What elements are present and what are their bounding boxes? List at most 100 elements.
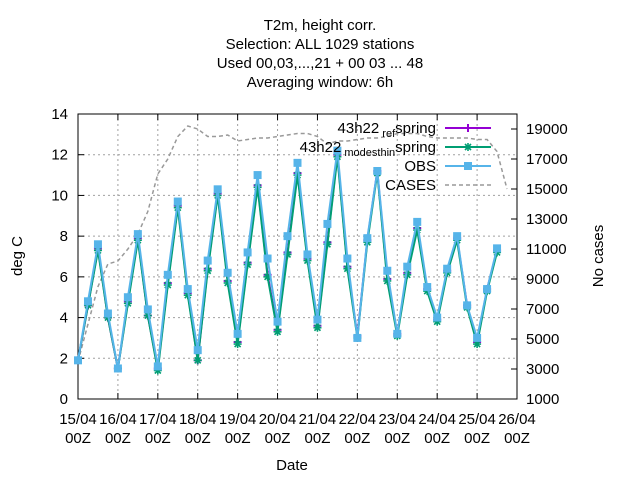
x-tick-label-date: 17/04 [139, 411, 177, 428]
y-tick-label: 0 [60, 391, 68, 408]
y2-axis-label: No cases [590, 225, 607, 288]
data-point-obs [83, 297, 92, 306]
data-point-obs [353, 333, 362, 342]
data-point-obs [233, 329, 242, 338]
legend-marker-obs [464, 162, 472, 170]
y-tick-label: 8 [60, 228, 68, 245]
y2-tick-label: 1000 [526, 391, 559, 408]
title-line-3: Used 00,03,...,21 + 00 03 ... 48 [217, 55, 423, 72]
series-obs [74, 146, 502, 373]
x-tick-label-hour: 00Z [105, 430, 131, 447]
title-line-4: Averaging window: 6h [247, 74, 393, 91]
y2-tick-label: 11000 [526, 241, 567, 258]
y-tick-label: 14 [51, 106, 68, 123]
legend-entry-43h22-ref-spring: 43h22 refspring [338, 120, 491, 140]
x-tick-label-hour: 00Z [265, 430, 291, 447]
x-tick-label-hour: 00Z [225, 430, 251, 447]
data-point-obs [93, 240, 102, 249]
data-point-obs [343, 254, 352, 263]
data-point-obs [443, 264, 452, 273]
x-tick-label-date: 21/04 [299, 411, 337, 428]
title-line-2: Selection: ALL 1029 stations [226, 36, 415, 53]
legend-entry-43h22-modesthin-spring: 43h22 modesthinspring [300, 139, 491, 159]
data-point-obs [483, 285, 492, 294]
plot-frame [77, 113, 518, 400]
data-point-obs [203, 256, 212, 265]
data-point-43h22-modesthin-spring-d2 [184, 291, 192, 299]
x-tick-label-hour: 00Z [344, 430, 370, 447]
data-point-obs [153, 362, 162, 371]
x-tick-label-date: 25/04 [458, 411, 496, 428]
x-tick-label-hour: 00Z [464, 430, 490, 447]
x-tick-label-date: 18/04 [179, 411, 217, 428]
data-point-obs [163, 270, 172, 279]
y2-tick-label: 7000 [526, 301, 559, 318]
title-line-1: T2m, height corr. [264, 17, 377, 34]
data-point-obs [293, 158, 302, 167]
y-tick-label: 12 [51, 147, 68, 164]
y2-tick-label: 17000 [526, 151, 568, 168]
data-point-obs [403, 262, 412, 271]
chart-title: T2m, height corr. Selection: ALL 1029 sta… [217, 17, 423, 91]
legend-label-main: CASES [385, 177, 436, 194]
legend-label-sub2: spring [395, 139, 436, 156]
grid [78, 114, 517, 399]
data-point-obs [413, 217, 422, 226]
y2-tick-label: 5000 [526, 331, 559, 348]
data-point-obs [213, 185, 222, 194]
x-tick-label-hour: 00Z [424, 430, 450, 447]
data-point-obs [313, 315, 322, 324]
legend-marker-43h22-ref-spring [464, 124, 472, 132]
series-cases [77, 125, 508, 362]
legend-label-main: OBS [404, 158, 436, 175]
legend-label-sub2: spring [395, 120, 436, 137]
y2-tick-label: 9000 [526, 271, 559, 288]
legend-label-43h22-modesthin-spring: 43h22 modesthinspring [300, 139, 436, 159]
legend-entry-cases: CASES [385, 177, 491, 194]
legend-marker-43h22-modesthin-spring-d2 [464, 143, 472, 151]
x-tick-label-date: 22/04 [339, 411, 377, 428]
data-point-obs [453, 232, 462, 241]
x-tick-label-hour: 00Z [145, 430, 171, 447]
data-point-obs [303, 250, 312, 259]
x-tick-label-hour: 00Z [65, 430, 91, 447]
data-point-obs [273, 317, 282, 326]
x-tick-label-date: 15/04 [59, 411, 97, 428]
x-tick-label-date: 16/04 [99, 411, 137, 428]
x-tick-label-date: 26/04 [498, 411, 536, 428]
legend-marker-43h22-modesthin-spring [464, 143, 472, 151]
data-point-obs [133, 230, 142, 239]
data-point-obs [433, 313, 442, 322]
x-tick-label-hour: 00Z [504, 430, 530, 447]
x-tick-label-hour: 00Z [384, 430, 410, 447]
data-point-43h22-modesthin-spring [193, 356, 202, 365]
data-point-obs [173, 197, 182, 206]
y-axis-label: deg C [9, 236, 26, 276]
data-point-43h22-modesthin-spring-d2 [273, 328, 282, 336]
data-point-obs [333, 146, 342, 155]
y2-tick-label: 19000 [526, 121, 568, 138]
data-point-obs [283, 232, 292, 241]
legend-label-sub: ref [379, 128, 396, 140]
data-point-43h22-modesthin-spring [313, 323, 322, 332]
legend-label-main: 43h22 [300, 139, 342, 156]
data-point-obs [423, 283, 432, 292]
data-point-43h22-modesthin-spring-d2 [194, 356, 202, 364]
legend-label-43h22-ref-spring: 43h22 refspring [338, 120, 436, 140]
data-point-obs [123, 293, 132, 302]
data-point-43h22-modesthin-spring [273, 327, 282, 336]
x-tick-label-hour: 00Z [305, 430, 331, 447]
data-point-obs [103, 309, 112, 318]
x-tick-label-date: 19/04 [219, 411, 257, 428]
data-point-43h22-modesthin-spring [233, 340, 242, 349]
series-43h22-modesthin-spring [74, 152, 502, 375]
axes: 0 2 4 6 8 10 12 14 1000 3000 5000 7000 9000 11000 1300… [9, 106, 607, 474]
data-point-obs [253, 171, 262, 180]
x-axis-label: Date [276, 457, 308, 474]
data-point-obs [263, 254, 272, 263]
data-point-obs [74, 356, 82, 365]
data-point-43h22-modesthin-spring-d2 [144, 311, 152, 320]
legend-label-cases: CASES [385, 177, 436, 194]
